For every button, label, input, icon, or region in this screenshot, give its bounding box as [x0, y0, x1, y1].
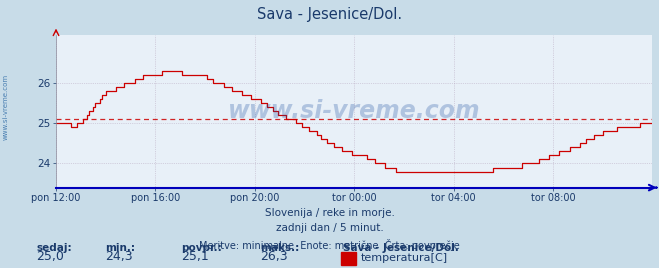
Text: www.si-vreme.com: www.si-vreme.com: [228, 99, 480, 123]
Text: Meritve: minimalne  Enote: metrične  Črta: povprečje: Meritve: minimalne Enote: metrične Črta:…: [199, 239, 460, 251]
Text: sedaj:: sedaj:: [36, 243, 72, 253]
Text: min.:: min.:: [105, 243, 136, 253]
Text: 25,0: 25,0: [36, 250, 64, 263]
Text: maks.:: maks.:: [260, 243, 300, 253]
Text: Sava - Jesenice/Dol.: Sava - Jesenice/Dol.: [257, 7, 402, 22]
Text: 25,1: 25,1: [181, 250, 209, 263]
Text: temperatura[C]: temperatura[C]: [361, 253, 448, 263]
Text: 26,3: 26,3: [260, 250, 288, 263]
Text: Sava - Jesenice/Dol.: Sava - Jesenice/Dol.: [343, 243, 459, 253]
Text: Slovenija / reke in morje.: Slovenija / reke in morje.: [264, 208, 395, 218]
Text: povpr.:: povpr.:: [181, 243, 222, 253]
Text: zadnji dan / 5 minut.: zadnji dan / 5 minut.: [275, 223, 384, 233]
Text: www.si-vreme.com: www.si-vreme.com: [2, 74, 9, 140]
Text: 24,3: 24,3: [105, 250, 133, 263]
